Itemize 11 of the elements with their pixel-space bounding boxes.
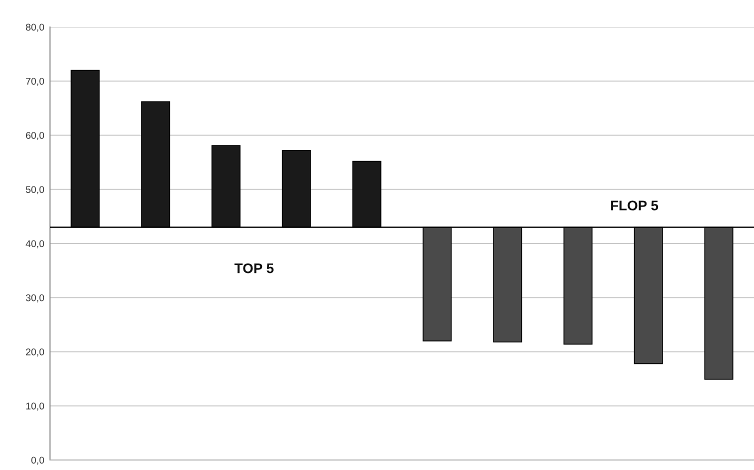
y-tick-label: 70,0 bbox=[26, 78, 44, 86]
y-tick-label: 20,0 bbox=[26, 348, 44, 357]
y-tick-label: 40,0 bbox=[26, 240, 44, 248]
y-tick-label: 10,0 bbox=[26, 402, 44, 411]
y-tick-label: 30,0 bbox=[26, 294, 44, 302]
y-tick-label: 80,0 bbox=[26, 24, 44, 32]
y-tick-label: 60,0 bbox=[26, 132, 44, 140]
annotation: FLOP 5 bbox=[611, 200, 658, 210]
y-tick-label: 50,0 bbox=[26, 186, 44, 194]
annotation: TOP 5 bbox=[234, 263, 274, 274]
y-tick-label: 0,0 bbox=[31, 456, 44, 465]
